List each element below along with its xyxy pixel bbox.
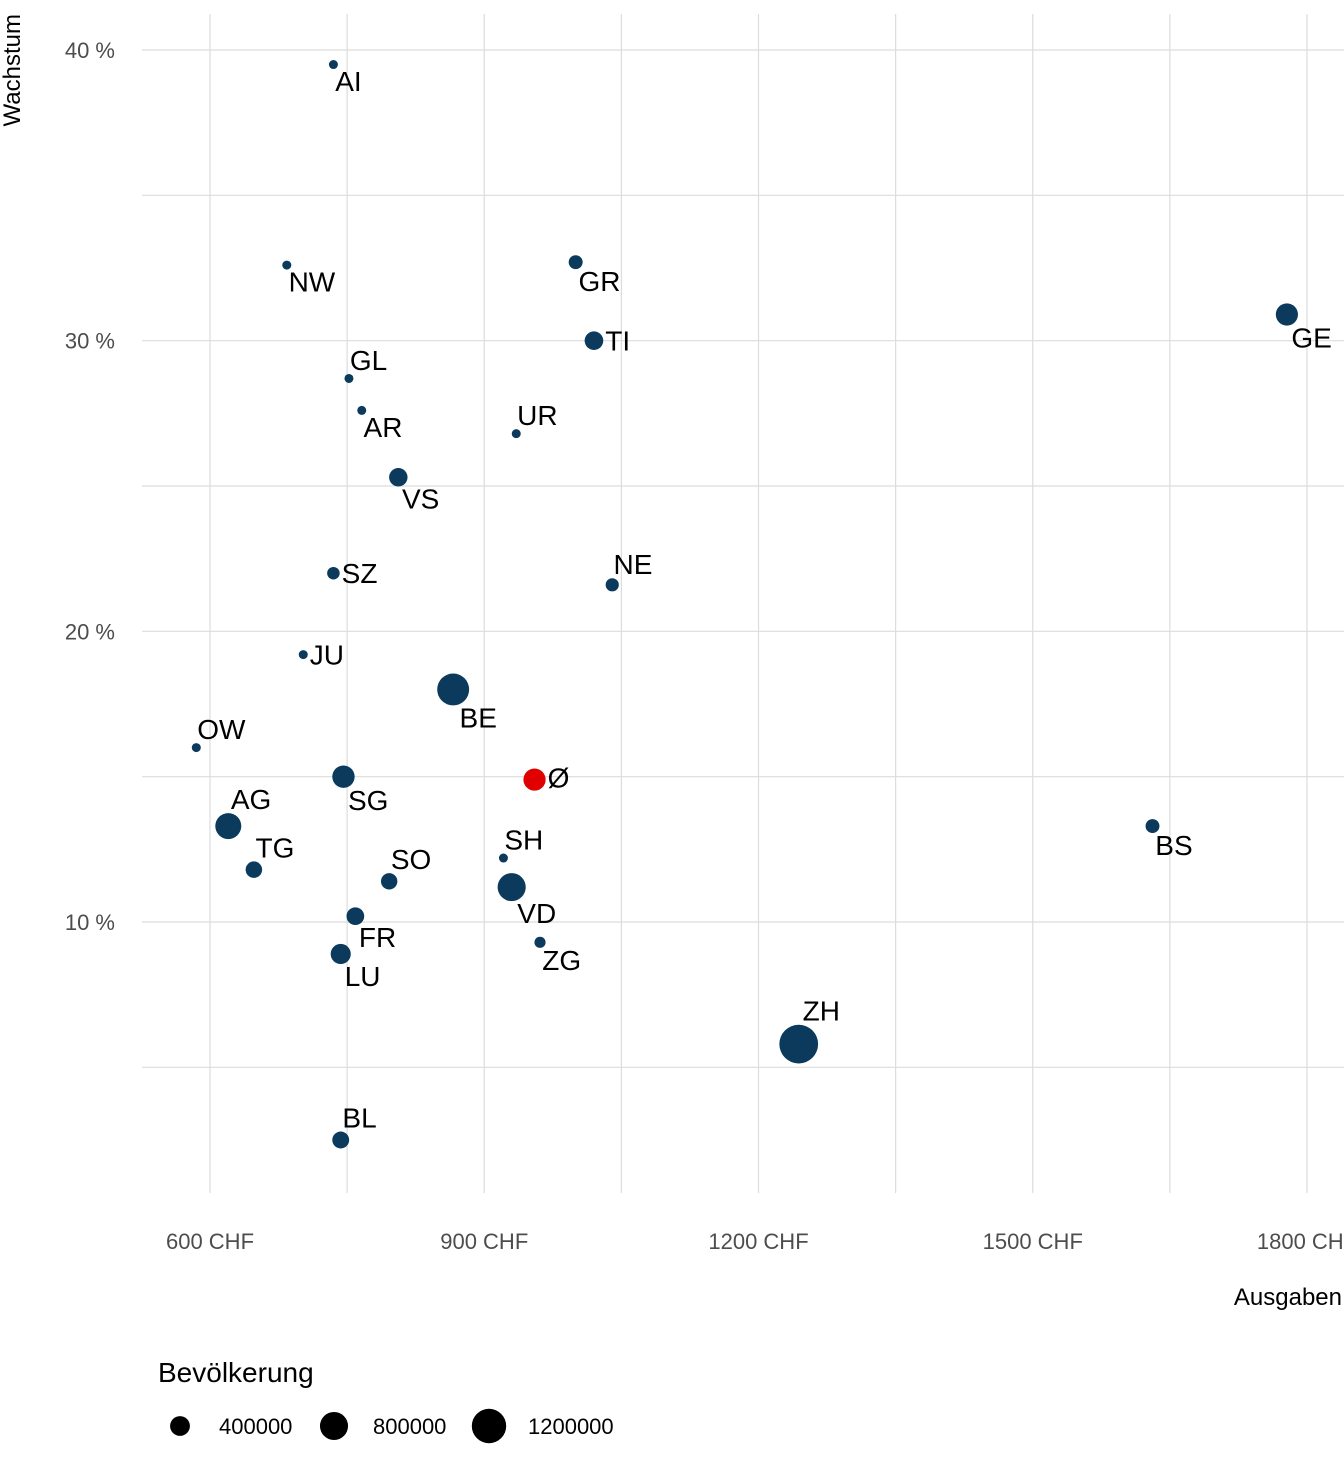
y-tick-label: 10 % [65,910,115,935]
point-label: OW [197,714,246,745]
data-point [298,650,308,660]
data-point [389,468,408,487]
x-tick-label: 1800 CHF [1257,1229,1344,1254]
point-label: GR [578,266,620,297]
data-point [332,765,355,788]
point-label: AI [335,66,361,97]
data-point [328,60,338,70]
point-label: SZ [342,558,378,589]
data-point [437,673,470,706]
data-point [344,373,354,383]
point-label: AR [364,412,403,443]
point-label: UR [517,400,557,431]
point-label: SH [504,825,543,856]
point-label: VS [402,484,439,515]
legend-label: 1200000 [528,1414,614,1439]
x-axis-title: Ausgaben [1234,1284,1342,1311]
x-tick-label: 1200 CHF [708,1229,808,1254]
point-label: ZG [542,945,581,976]
point-label: Ø [548,763,570,794]
data-point [191,743,201,753]
legend-items: 400000 800000 1200000 [170,1408,614,1444]
legend-symbol [471,1408,507,1444]
legend-label: 800000 [373,1414,446,1439]
data-point [357,405,367,415]
point-labels: AI NW GR TI GE GL AR UR VS SZ NE JU BE OW SG Ø AG BS TG SH S… [197,66,1332,1134]
point-label: JU [310,640,344,671]
data-point [346,907,365,926]
data-point [282,260,292,270]
data-point [498,853,508,863]
point-label: NE [614,549,653,580]
data-point [1145,819,1160,834]
point-label: BE [460,702,497,733]
data-point [568,255,583,270]
data-point [327,566,340,580]
legend-title: Bevölkerung [158,1357,314,1388]
size-legend: Bevölkerung 400000 800000 1200000 [158,1357,614,1444]
data-point [511,429,521,439]
point-label: ZH [803,996,840,1027]
data-point [779,1024,819,1064]
x-tick-label: 600 CHF [166,1229,254,1254]
point-label: GE [1291,323,1331,354]
point-label: AG [231,784,271,815]
data-point [245,861,263,878]
point-label: NW [289,267,336,298]
point-label: SO [391,844,431,875]
data-point [497,873,526,902]
point-label: SG [348,785,388,816]
data-point [605,578,619,592]
legend-symbol [319,1411,349,1441]
point-label: FR [359,922,396,953]
data-point [215,813,242,840]
x-tick-label: 1500 CHF [983,1229,1083,1254]
y-tick-label: 20 % [65,619,115,644]
axis-ticks: 600 CHF 900 CHF 1200 CHF 1500 CHF 1800 CHF 10… [65,38,1344,1254]
data-point [330,943,351,965]
point-label: LU [345,961,381,992]
data-point [332,1131,350,1149]
y-tick-label: 30 % [65,329,115,354]
data-point [380,873,398,890]
data-point [534,936,546,948]
average-point [523,768,546,791]
point-label: TI [605,326,630,357]
legend-label: 400000 [219,1414,292,1439]
data-points [191,60,1298,1149]
point-label: BL [342,1103,376,1134]
point-label: VD [517,898,556,929]
data-point [1275,303,1298,326]
point-label: BS [1155,830,1192,861]
y-tick-label: 40 % [65,38,115,63]
y-axis-title: Wachstum [0,14,26,126]
legend-symbol [170,1416,190,1436]
point-label: TG [256,832,295,863]
grid-lines [142,14,1344,1193]
point-label: GL [350,345,387,376]
x-tick-label: 900 CHF [440,1229,528,1254]
data-point [584,331,604,350]
